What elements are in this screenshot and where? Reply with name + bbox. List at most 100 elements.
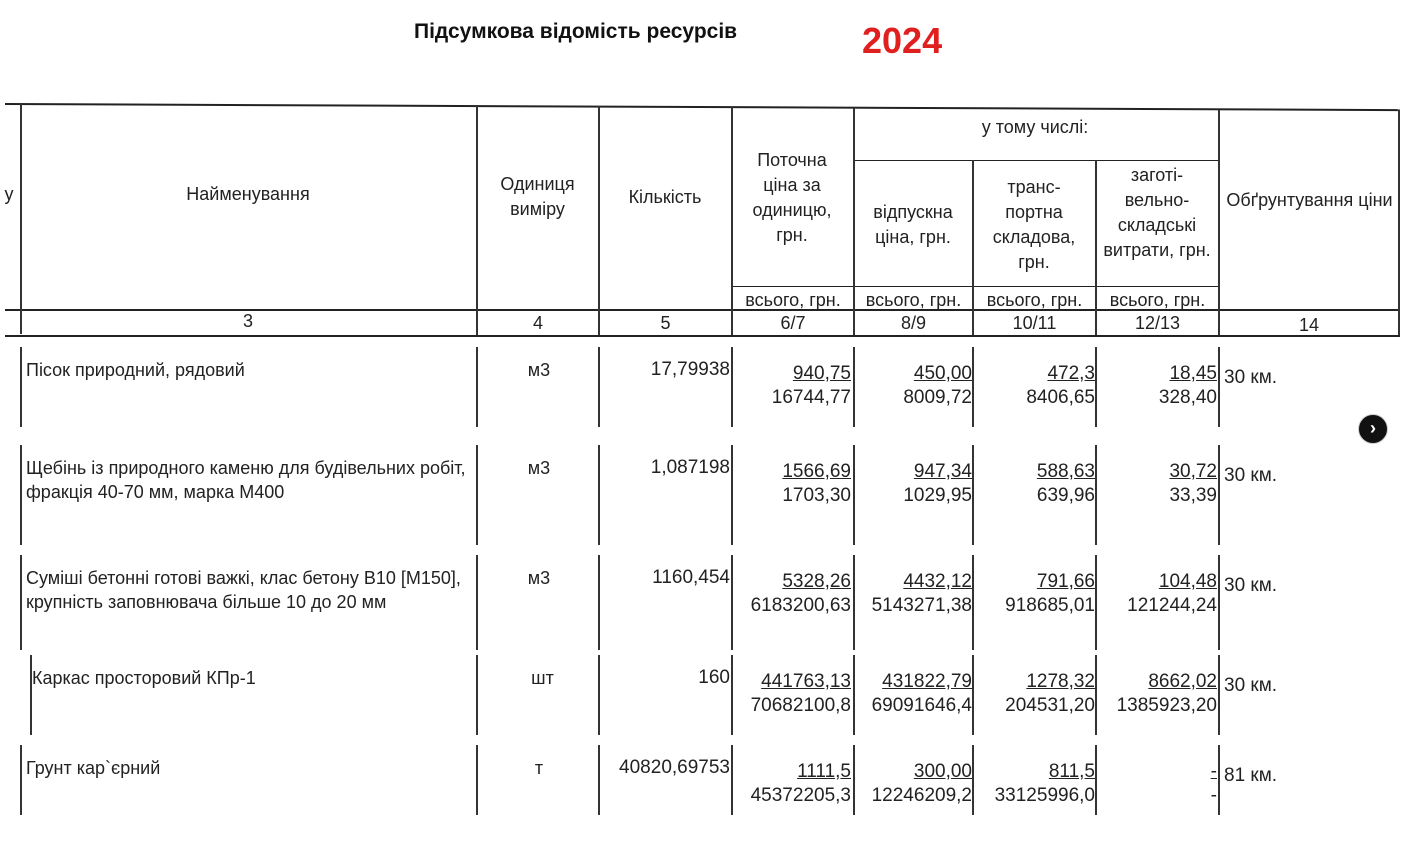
column-divider (30, 655, 32, 735)
storage-total: 33,39 (1169, 485, 1217, 506)
header-qty: Кількість (628, 187, 702, 207)
quantity-cell: 40820,69753 (619, 757, 730, 778)
column-divider (731, 655, 733, 735)
release-unit-price: 431822,79 (882, 671, 972, 692)
justification-cell: 30 км. (1224, 465, 1278, 486)
price-unit-price: 441763,13 (761, 671, 851, 692)
storage-cell: -- (1097, 760, 1217, 808)
unit-cell: т (534, 758, 544, 778)
quantity-cell: 1,087198 (650, 457, 730, 478)
quantity-cell: 160 (698, 667, 730, 688)
storage-total: 121244,24 (1127, 595, 1217, 616)
column-divider (476, 745, 478, 815)
price-total: 16744,77 (771, 387, 851, 408)
resource-name: Каркас просторовий КПр-1 (32, 668, 256, 688)
transport-total: 204531,20 (1005, 695, 1095, 716)
header-col-y: у (4, 184, 14, 204)
justification-cell: 30 км. (1224, 367, 1278, 388)
resource-name: Пісок природний, рядовий (26, 360, 245, 380)
storage-cell: 8662,02 1385923,20 (1097, 670, 1217, 718)
header-price: Поточна ціна за одиницю, грн. (752, 150, 832, 245)
header-unit: Одиниця виміру (500, 174, 575, 219)
chevron-right-icon[interactable]: › (1358, 414, 1388, 444)
resource-name: Грунт кар`єрний (26, 758, 161, 778)
storage-total: 1385923,20 (1116, 695, 1217, 716)
price-cell: 1111,5 45372205,3 (733, 760, 851, 808)
price-total: 45372205,3 (750, 785, 851, 806)
header-including: у тому числі: (981, 117, 1089, 137)
transport-unit-price: 811,5 (1048, 761, 1095, 782)
storage-unit-price: 18,45 (1169, 363, 1217, 384)
col-number: 5 (660, 313, 671, 333)
transport-unit-price: 791,66 (1036, 571, 1095, 592)
release-total: 1029,95 (903, 485, 972, 506)
transport-unit-price: 588,63 (1036, 461, 1095, 482)
column-divider (853, 445, 855, 545)
release-unit-price: 450,00 (913, 363, 972, 384)
column-divider (598, 655, 600, 735)
document-title: Підсумкова відомість ресурсів (414, 20, 738, 43)
storage-unit-price: 30,72 (1169, 461, 1217, 482)
storage-total: - (1210, 785, 1217, 806)
release-total: 8009,72 (903, 387, 972, 408)
col-number: 10/11 (1012, 313, 1057, 333)
header-total: всього, грн. (745, 290, 841, 310)
column-divider (853, 655, 855, 735)
column-divider (20, 555, 22, 650)
column-divider (853, 745, 855, 815)
column-divider (1095, 745, 1097, 815)
column-divider (731, 555, 733, 650)
transport-total: 639,96 (1036, 485, 1095, 506)
column-divider (1095, 347, 1097, 427)
storage-total: 328,40 (1158, 387, 1217, 408)
price-cell: 1566,69 1703,30 (733, 460, 851, 508)
column-divider (731, 445, 733, 545)
header-total: всього, грн. (1109, 290, 1206, 310)
storage-cell: 104,48 121244,24 (1097, 570, 1217, 618)
column-divider (598, 445, 600, 545)
resource-name: Суміші бетонні готові важкі, клас бетону… (26, 568, 461, 612)
header-transport: транс-портна складова, грн. (992, 177, 1076, 272)
unit-cell: м3 (527, 458, 551, 478)
transport-cell: 791,66 918685,01 (974, 570, 1095, 618)
unit-cell: м3 (527, 568, 551, 588)
price-cell: 940,75 16744,77 (733, 362, 851, 410)
column-divider (1218, 445, 1220, 545)
header-storage: заготі-вельно-складські витрати, грн. (1103, 165, 1211, 260)
column-divider (598, 745, 600, 815)
transport-total: 33125996,0 (994, 785, 1095, 806)
column-divider (20, 445, 22, 545)
release-total: 69091646,4 (871, 695, 972, 716)
column-divider (20, 347, 22, 427)
column-divider (731, 745, 733, 815)
release-unit-price: 4432,12 (903, 571, 972, 592)
column-divider (1095, 445, 1097, 545)
column-divider (1095, 555, 1097, 650)
column-divider (972, 655, 974, 735)
year-label: 2024 (862, 20, 943, 61)
column-divider (972, 347, 974, 427)
storage-unit-price: - (1210, 761, 1217, 782)
column-divider (853, 555, 855, 650)
transport-cell: 811,5 33125996,0 (974, 760, 1095, 808)
justification-cell: 30 км. (1224, 675, 1278, 696)
storage-unit-price: 8662,02 (1148, 671, 1217, 692)
release-cell: 300,00 12246209,2 (855, 760, 972, 808)
header-total: всього, грн. (986, 290, 1083, 310)
col-number: 14 (1298, 315, 1320, 335)
column-divider (476, 347, 478, 427)
header-justification: Обґрунтування ціни (1226, 190, 1393, 210)
transport-cell: 588,63 639,96 (974, 460, 1095, 508)
column-divider (1095, 655, 1097, 735)
unit-cell: м3 (527, 360, 551, 380)
column-divider (598, 347, 600, 427)
column-divider (972, 745, 974, 815)
quantity-cell: 1160,454 (652, 567, 730, 588)
col-number: 12/13 (1134, 313, 1181, 333)
release-cell: 947,34 1029,95 (855, 460, 972, 508)
release-unit-price: 947,34 (913, 461, 972, 482)
unit-cell: шт (531, 668, 554, 688)
column-divider (1218, 745, 1220, 815)
price-unit-price: 940,75 (792, 363, 851, 384)
release-cell: 450,00 8009,72 (855, 362, 972, 410)
